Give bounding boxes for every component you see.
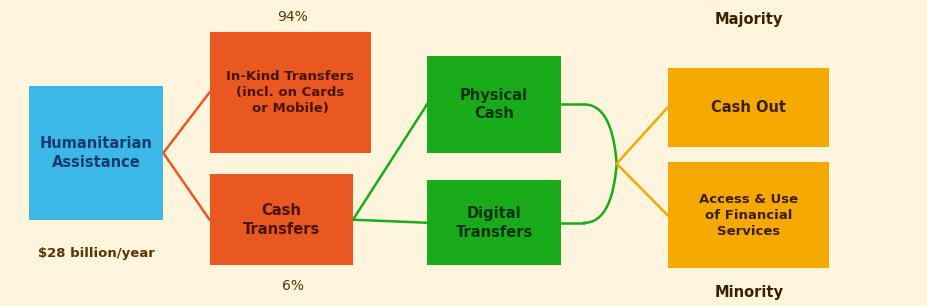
Text: Humanitarian
Assistance: Humanitarian Assistance bbox=[40, 136, 153, 170]
FancyBboxPatch shape bbox=[426, 180, 561, 265]
Text: $28 billion/year: $28 billion/year bbox=[38, 247, 155, 259]
Text: Physical
Cash: Physical Cash bbox=[460, 88, 527, 121]
Text: Minority: Minority bbox=[714, 285, 782, 300]
Text: Cash
Transfers: Cash Transfers bbox=[242, 203, 320, 237]
Text: 6%: 6% bbox=[282, 279, 303, 293]
FancyBboxPatch shape bbox=[426, 56, 561, 153]
FancyBboxPatch shape bbox=[29, 86, 163, 220]
FancyBboxPatch shape bbox=[667, 68, 829, 147]
FancyBboxPatch shape bbox=[210, 32, 371, 153]
Text: Cash Out: Cash Out bbox=[710, 100, 785, 115]
Text: Majority: Majority bbox=[714, 12, 782, 27]
Text: Digital
Transfers: Digital Transfers bbox=[455, 206, 532, 240]
Text: In-Kind Transfers
(incl. on Cards
or Mobile): In-Kind Transfers (incl. on Cards or Mob… bbox=[226, 70, 354, 115]
FancyBboxPatch shape bbox=[667, 162, 829, 268]
Text: 94%: 94% bbox=[277, 9, 308, 24]
Text: Access & Use
of Financial
Services: Access & Use of Financial Services bbox=[698, 193, 797, 238]
FancyBboxPatch shape bbox=[210, 174, 352, 265]
